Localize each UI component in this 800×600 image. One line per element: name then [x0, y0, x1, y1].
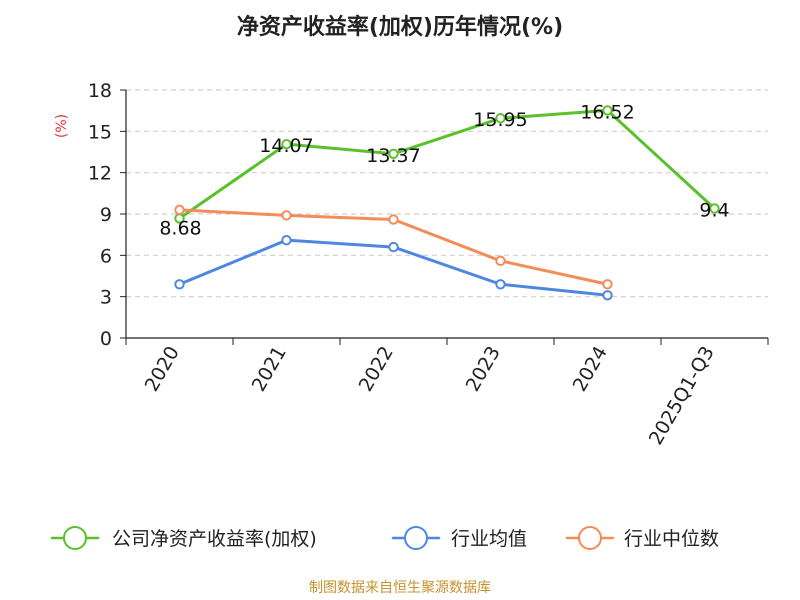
series-0-point-5	[709, 203, 720, 214]
y-tick-label-5: 15	[88, 121, 112, 143]
series-2-point-2	[388, 214, 399, 225]
chart-title: 净资产收益率(加权)历年情况(%)	[237, 14, 563, 40]
series-2-point-4	[602, 279, 613, 290]
legend-marker-2	[578, 526, 602, 550]
x-tick-label-0: 2020	[141, 343, 184, 396]
x-tick-label-1: 2021	[248, 343, 291, 396]
legend-label-1: 行业均值	[451, 528, 527, 550]
series-layer	[174, 105, 720, 301]
series-line-0	[178, 108, 716, 220]
source-text: 制图数据来自恒生聚源数据库	[309, 580, 491, 596]
y-tick-label-4: 12	[88, 163, 112, 185]
data-label-4: 16.52	[580, 101, 634, 123]
labels-layer: 8.68 14.07 13.37 15.95 16.52 9.4	[159, 101, 729, 239]
legend-item-0: 公司净资产收益率(加权)	[50, 526, 317, 550]
series-0-point-1	[281, 138, 292, 150]
y-tick-label-2: 6	[100, 245, 112, 267]
legend-marker-1	[404, 526, 428, 550]
y-tick-label-3: 9	[100, 204, 112, 226]
series-0-point-3	[495, 113, 506, 124]
series-1-point-4	[602, 290, 613, 301]
data-label-3: 15.95	[473, 109, 527, 131]
series-1-point-2	[388, 241, 399, 253]
legend-marker-0	[63, 526, 87, 550]
x-tick-label-4: 2024	[569, 343, 612, 396]
series-1-point-0	[174, 279, 185, 290]
series-1-point-3	[495, 279, 506, 290]
data-label-2: 13.37	[366, 145, 420, 167]
y-tick-label-6: 18	[88, 80, 112, 102]
legend-label-0: 公司净资产收益率(加权)	[112, 528, 317, 550]
grid-layer	[126, 89, 768, 298]
legend-item-2: 行业中位数	[565, 526, 719, 550]
x-tick-label-5: 2025Q1-Q3	[645, 343, 719, 449]
series-2-point-0	[174, 204, 185, 216]
series-0-point-4	[602, 105, 613, 116]
y-tick-label-1: 3	[100, 287, 112, 309]
series-0-point-2	[388, 148, 399, 159]
series-2-point-1	[281, 210, 292, 221]
x-tick-label-3: 2023	[462, 343, 505, 396]
data-label-0: 8.68	[159, 217, 201, 239]
legend-item-1: 行业均值	[391, 526, 527, 550]
axes-layer: 0 3 6 9 12 15 18 2020 2021 2022 2023 2024 2025Q1-Q3	[88, 80, 769, 449]
data-label-5: 9.4	[699, 199, 729, 221]
legend-label-2: 行业中位数	[624, 528, 719, 550]
y-tick-label-0: 0	[100, 328, 112, 350]
data-label-1: 14.07	[259, 135, 313, 157]
x-tick-label-2: 2022	[355, 343, 398, 396]
series-2-point-3	[495, 255, 506, 267]
legend: 公司净资产收益率(加权) 行业均值 行业中位数	[50, 526, 719, 550]
y-axis-label: (%)	[54, 114, 70, 138]
series-1-point-1	[281, 234, 292, 246]
